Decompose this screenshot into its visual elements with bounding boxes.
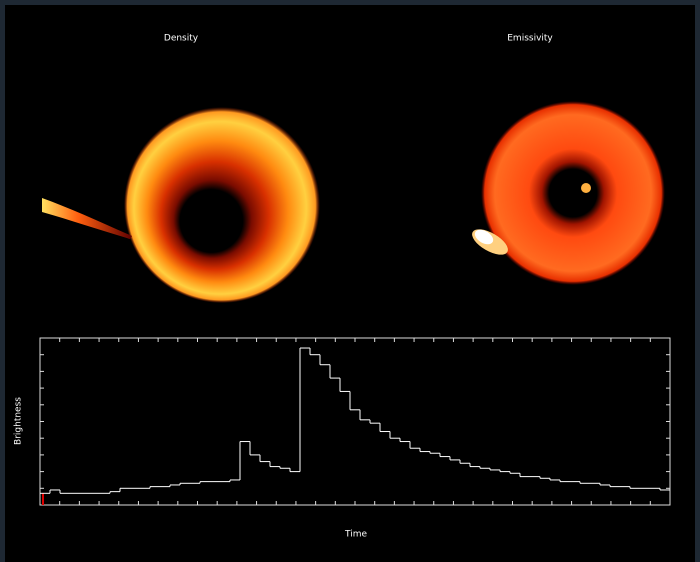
canvas xyxy=(5,5,695,562)
panel-title: Density xyxy=(164,34,199,44)
panel-title: Emissivity xyxy=(507,34,553,44)
emissivity-disk xyxy=(481,101,665,285)
accretion-stream xyxy=(42,198,132,239)
axis-ticks xyxy=(40,338,670,505)
density-disk xyxy=(124,107,320,303)
impact-core xyxy=(474,229,494,245)
hot-spot xyxy=(581,183,591,193)
y-axis-label: Brightness xyxy=(14,397,24,445)
x-axis-label: Time xyxy=(344,530,367,540)
